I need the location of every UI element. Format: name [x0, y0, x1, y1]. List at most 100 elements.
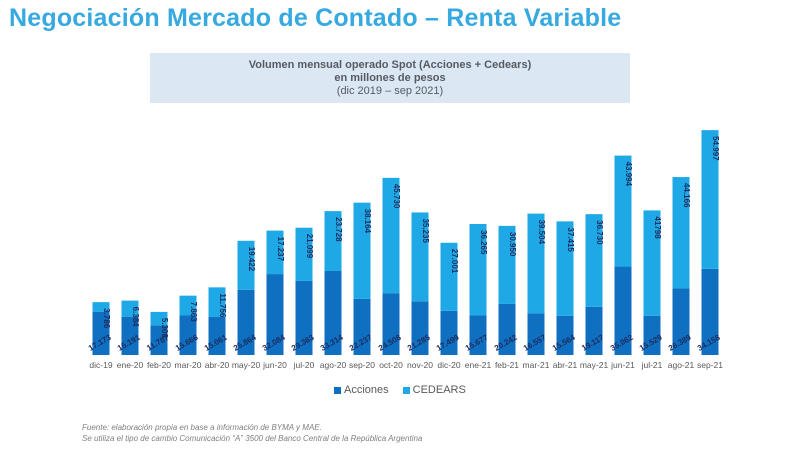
chart-subtitle-line2: en millones de pesos: [334, 72, 446, 84]
legend-item-acciones: Acciones: [334, 384, 389, 396]
x-tick-label: may-20: [232, 360, 261, 370]
bar-acciones-ene-20: [121, 316, 139, 355]
footnote-source: Fuente: elaboración propia en base a inf…: [82, 423, 322, 432]
bar-cedears-ene-20: [121, 300, 139, 317]
label-cedears-sep-20: 38.164: [363, 209, 372, 234]
x-tick-label: mar-21: [523, 360, 550, 370]
chart-subtitle-line3: (dic 2019 – sep 2021): [336, 85, 444, 97]
x-tick-label: may-21: [580, 360, 609, 370]
bar-acciones-nov-20: [411, 301, 429, 355]
bar-cedears-jun-21: [614, 155, 632, 267]
bar-cedears-jul-21: [643, 210, 661, 316]
bar-cedears-feb-20: [150, 311, 168, 326]
bar-acciones-feb-20: [150, 325, 168, 355]
bar-cedears-may-20: [237, 240, 255, 290]
bar-cedears-sep-21: [701, 130, 719, 269]
x-tick-label: ago-20: [320, 360, 347, 370]
bar-acciones-oct-20: [382, 293, 400, 355]
legend-swatch-cedears: [402, 386, 410, 394]
bar-acciones-jun-20: [266, 274, 284, 355]
label-cedears-jun-21: 43.994: [624, 162, 633, 187]
bar-acciones-ene-21: [469, 315, 487, 355]
label-cedears-ene-21: 36.265: [479, 230, 488, 255]
x-tick-label: dic-19: [89, 360, 112, 370]
label-cedears-may-21: 36.730: [595, 220, 604, 245]
label-cedears-feb-20: 5.308: [160, 318, 169, 339]
bar-cedears-jun-20: [266, 230, 284, 275]
bar-acciones-abr-20: [208, 317, 226, 355]
page-title: Negociación Mercado de Contado – Renta V…: [9, 4, 622, 32]
bar-acciones-may-21: [585, 306, 603, 355]
bar-acciones-feb-21: [498, 303, 516, 355]
label-cedears-dic-19: 3.786: [102, 308, 111, 329]
bar-cedears-abr-21: [556, 221, 574, 316]
x-tick-label: abr-20: [205, 360, 230, 370]
label-cedears-nov-20: 35.235: [421, 218, 430, 243]
x-tick-label: nov-20: [407, 360, 433, 370]
label-cedears-jun-20: 17.237: [276, 237, 285, 262]
x-tick-label: jun-20: [262, 360, 287, 370]
x-tick-label: feb-21: [495, 360, 519, 370]
bar-cedears-ago-21: [672, 177, 690, 289]
x-tick-label: jun-21: [610, 360, 635, 370]
chart-legend: Acciones CEDEARS: [334, 384, 466, 396]
bar-cedears-ago-20: [324, 211, 342, 271]
label-cedears-dic-20: 27.001: [450, 249, 459, 274]
bar-cedears-mar-21: [527, 213, 545, 314]
x-tick-label: jul-21: [641, 360, 663, 370]
x-tick-label: sep-20: [349, 360, 375, 370]
bar-acciones-sep-20: [353, 298, 371, 355]
bar-cedears-jul-20: [295, 227, 313, 281]
bar-cedears-dic-20: [440, 242, 458, 311]
bar-cedears-nov-20: [411, 212, 429, 302]
label-cedears-ene-20: 6.384: [131, 307, 140, 328]
bar-acciones-jul-20: [295, 280, 313, 355]
x-tick-label: ene-20: [117, 360, 144, 370]
stacked-bar-chart: 3.78617.173dic-196.38415.191ene-205.3081…: [87, 130, 723, 370]
bar-cedears-ene-21: [469, 223, 487, 316]
footnote: Fuente: elaboración propia en base a inf…: [82, 422, 422, 444]
legend-swatch-acciones: [334, 386, 341, 394]
bar-cedears-dic-19: [92, 302, 110, 312]
legend-item-cedears: CEDEARS: [402, 384, 466, 396]
bar-acciones-ago-21: [672, 288, 690, 355]
bar-acciones-mar-21: [527, 313, 545, 355]
x-tick-label: oct-20: [379, 360, 403, 370]
label-cedears-mar-21: 39.504: [537, 220, 546, 245]
bar-cedears-abr-20: [208, 287, 226, 318]
label-cedears-ago-21: 44.166: [682, 183, 691, 208]
label-cedears-may-20: 19.422: [247, 247, 256, 272]
bar-cedears-feb-21: [498, 225, 516, 304]
bar-cedears-mar-20: [179, 295, 197, 316]
label-cedears-feb-21: 30.950: [508, 232, 517, 257]
label-cedears-abr-21: 37.415: [566, 227, 575, 252]
x-tick-label: feb-20: [147, 360, 171, 370]
label-cedears-ago-20: 23.728: [334, 217, 343, 242]
bar-cedears-oct-20: [382, 177, 400, 294]
bar-acciones-dic-20: [440, 310, 458, 355]
chart-subtitle-line1: Volumen mensual operado Spot (Acciones +…: [248, 59, 532, 71]
footnote-exchange-rate: Se utiliza el tipo de cambio Comunicació…: [82, 434, 423, 443]
x-tick-label: dic-20: [437, 360, 460, 370]
x-tick-label: ene-21: [465, 360, 492, 370]
legend-label-acciones: Acciones: [344, 384, 389, 396]
bar-acciones-abr-21: [556, 315, 574, 355]
label-cedears-jul-21: 41798: [653, 216, 662, 239]
bar-cedears-may-21: [585, 214, 603, 307]
chart-subtitle-box: Volumen mensual operado Spot (Acciones +…: [150, 53, 630, 103]
label-cedears-mar-20: 7.863: [189, 302, 198, 323]
x-tick-label: ago-21: [668, 360, 695, 370]
x-tick-label: jul-20: [293, 360, 315, 370]
bar-acciones-sep-21: [701, 268, 719, 355]
x-tick-label: abr-21: [553, 360, 578, 370]
bar-acciones-may-20: [237, 289, 255, 355]
label-cedears-abr-20: 11.756: [218, 293, 227, 318]
bar-acciones-ago-20: [324, 270, 342, 355]
x-tick-label: sep-21: [697, 360, 723, 370]
bar-acciones-jun-21: [614, 266, 632, 355]
label-cedears-jul-20: 21.099: [305, 234, 314, 259]
label-cedears-sep-21: 54.997: [711, 136, 720, 161]
bar-acciones-dic-19: [92, 311, 110, 355]
bar-acciones-jul-21: [643, 315, 661, 355]
legend-label-cedears: CEDEARS: [412, 384, 466, 396]
